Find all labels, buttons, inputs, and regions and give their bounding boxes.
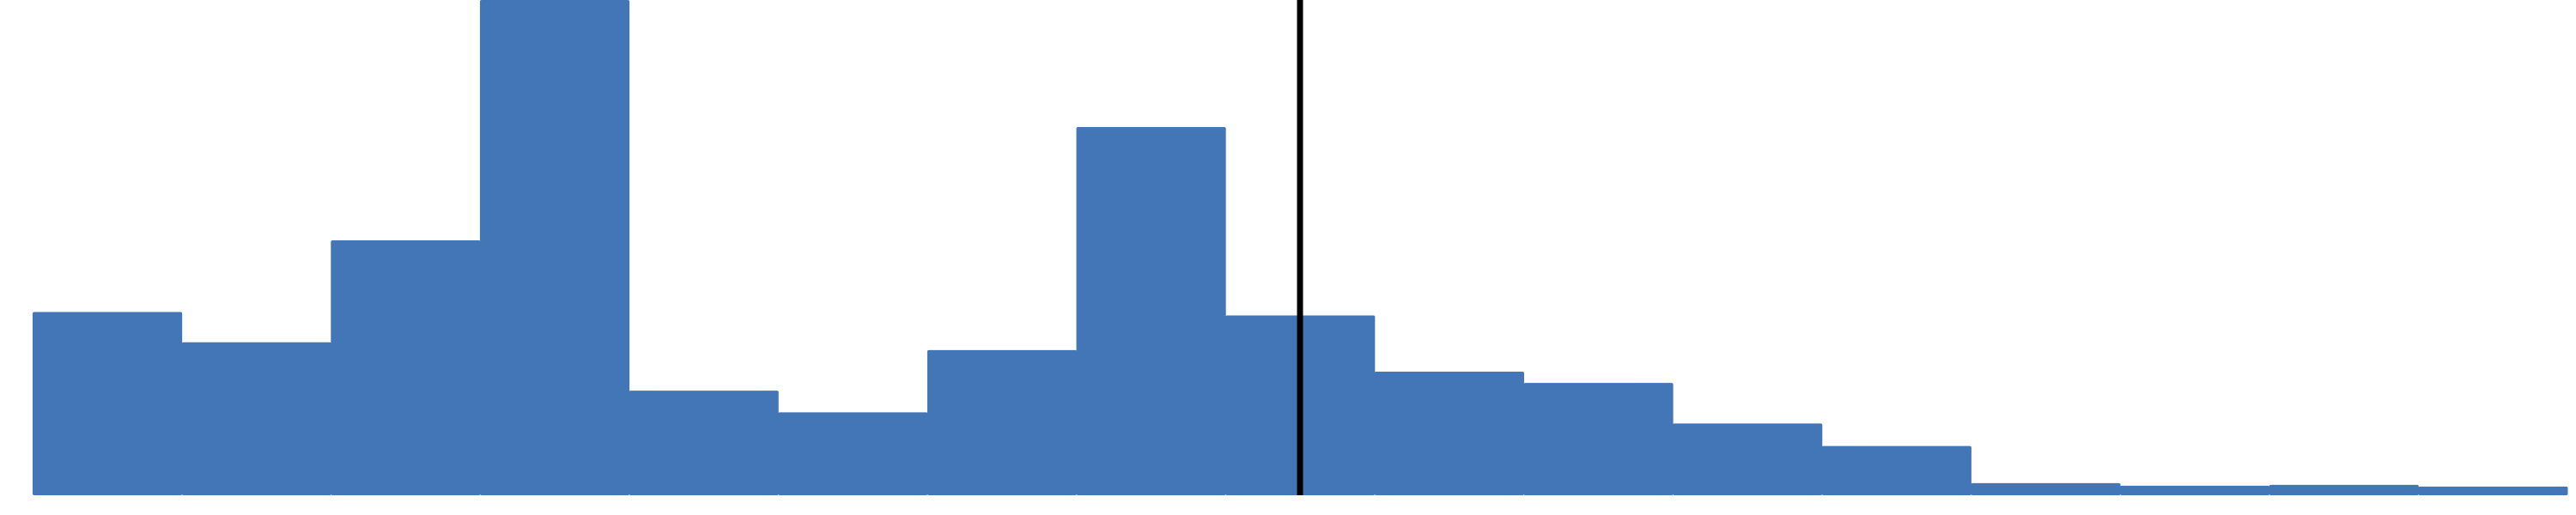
histogram-bar-2 — [181, 342, 331, 495]
histogram-bar-4 — [479, 0, 630, 495]
histogram-bar-15 — [2120, 485, 2270, 495]
histogram-bar-5 — [629, 391, 779, 495]
histogram-bar-7 — [927, 349, 1078, 495]
histogram-bar-8 — [1076, 127, 1226, 495]
histogram-bar-17 — [2418, 486, 2568, 495]
histogram-bar-13 — [1821, 445, 1971, 495]
histogram-bar-16 — [2269, 484, 2419, 495]
histogram-bar-12 — [1673, 423, 1823, 495]
histogram-bar-10 — [1374, 372, 1524, 495]
histogram-bar-6 — [778, 412, 928, 495]
histogram-bar-14 — [1971, 482, 2121, 495]
histogram-bar-11 — [1523, 383, 1674, 495]
histogram-bar-3 — [331, 239, 481, 495]
histogram-bar-1 — [33, 312, 183, 495]
